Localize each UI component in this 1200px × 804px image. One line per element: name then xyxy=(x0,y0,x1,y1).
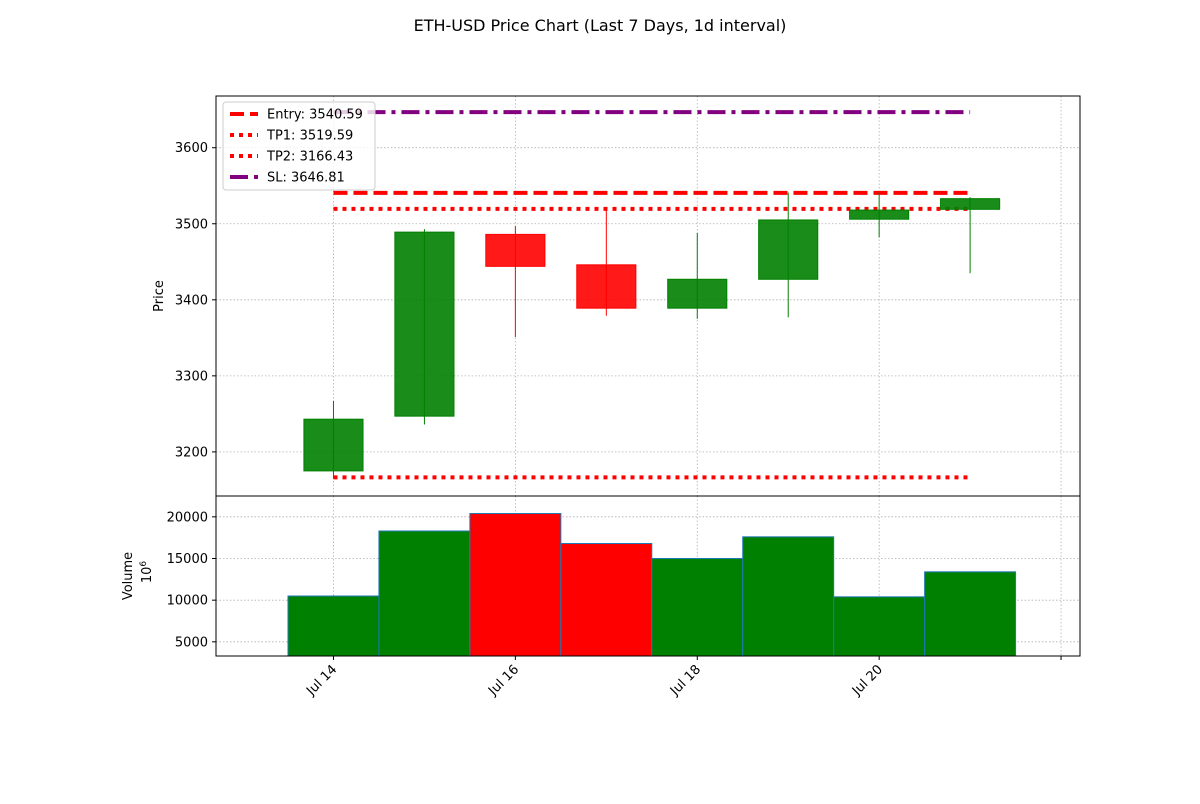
legend-label: TP1: 3519.59 xyxy=(266,129,353,144)
price-y-tick-label: 3300 xyxy=(175,369,208,384)
volume-bar xyxy=(833,596,926,657)
price-legend: Entry: 3540.59 TP1: 3519.59 TP2: 3166.43 SL… xyxy=(222,101,376,191)
volume-scale-label: 106 xyxy=(139,561,155,584)
x-tick-label: Jul 14 xyxy=(303,662,340,699)
volume-bar xyxy=(924,571,1017,657)
volume-y-tick-label: 20000 xyxy=(167,510,208,525)
volume-y-tick-label: 15000 xyxy=(167,552,208,567)
volume-bars xyxy=(287,513,1017,657)
volume-bar xyxy=(469,513,562,657)
price-y-axis: 3200 3300 3400 3500 3600 xyxy=(175,141,216,460)
x-tick-label: Jul 16 xyxy=(485,662,522,699)
candle-body xyxy=(485,233,546,267)
price-axis-label: Price xyxy=(152,280,167,312)
volume-panel-frame xyxy=(215,495,1081,657)
price-y-tick-label: 3600 xyxy=(175,141,208,156)
price-y-tick-label: 3400 xyxy=(175,293,208,308)
legend-label: TP2: 3166.43 xyxy=(266,150,353,165)
price-y-tick-label: 3500 xyxy=(175,217,208,232)
price-level-lines xyxy=(333,110,971,480)
volume-bar xyxy=(742,536,835,657)
candle-body xyxy=(303,418,364,472)
legend-label: SL: 3646.81 xyxy=(267,171,345,186)
x-tick-label: Jul 18 xyxy=(667,662,704,699)
volume-axis-label: Volume xyxy=(121,552,136,600)
volume-y-tick-label: 5000 xyxy=(175,635,208,650)
candle-body xyxy=(758,219,819,280)
candle-body xyxy=(849,209,910,220)
volume-y-tick-label: 10000 xyxy=(167,594,208,609)
volume-bar xyxy=(378,530,471,657)
volume-scale-exponent: 6 xyxy=(139,561,149,567)
legend-label: Entry: 3540.59 xyxy=(267,108,363,123)
volume-bar xyxy=(287,595,380,657)
price-candles xyxy=(303,192,1001,479)
candle-body xyxy=(576,264,637,309)
candle-body xyxy=(667,278,728,309)
volume-y-axis: 5000 10000 15000 20000 xyxy=(167,510,216,650)
candle-body xyxy=(394,231,455,417)
price-gridlines xyxy=(216,96,1080,496)
candle-body xyxy=(940,198,1001,210)
chart-title: ETH-USD Price Chart (Last 7 Days, 1d int… xyxy=(414,16,787,35)
x-tick-label: Jul 20 xyxy=(849,662,886,699)
volume-bar xyxy=(560,543,653,657)
price-y-tick-label: 3200 xyxy=(175,445,208,460)
legend-frame xyxy=(222,101,376,191)
volume-bar xyxy=(651,558,744,657)
x-axis: Jul 14 Jul 16 Jul 18 Jul 20 xyxy=(303,656,1062,699)
